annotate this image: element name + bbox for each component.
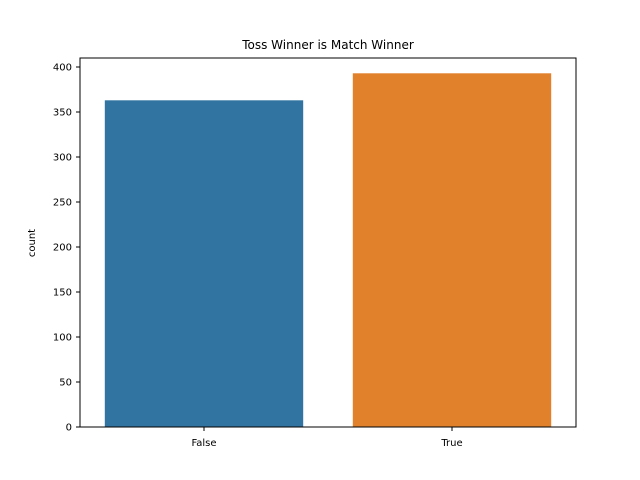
y-tick-label: 250 bbox=[53, 198, 72, 209]
y-tick-label: 350 bbox=[53, 108, 72, 119]
bar-true bbox=[352, 73, 552, 428]
x-tick-label: True bbox=[440, 438, 462, 449]
y-tick-label: 300 bbox=[53, 153, 72, 164]
y-tick-label: 50 bbox=[59, 378, 72, 389]
y-axis-ticks: 0 50 100 150 200 250 300 350 400 bbox=[53, 63, 80, 434]
y-tick-label: 200 bbox=[53, 243, 72, 254]
plot-frame bbox=[79, 57, 577, 428]
bar-false bbox=[104, 100, 304, 428]
x-axis-ticks: False True bbox=[191, 427, 463, 449]
y-tick-label: 0 bbox=[66, 423, 72, 434]
bars-group bbox=[104, 73, 552, 428]
y-tick-label: 400 bbox=[53, 63, 72, 74]
x-tick-label: False bbox=[191, 438, 216, 449]
y-tick-label: 100 bbox=[53, 333, 72, 344]
y-axis-label: count bbox=[27, 229, 38, 257]
chart-title: Toss Winner is Match Winner bbox=[241, 38, 414, 52]
y-tick-label: 150 bbox=[53, 288, 72, 299]
